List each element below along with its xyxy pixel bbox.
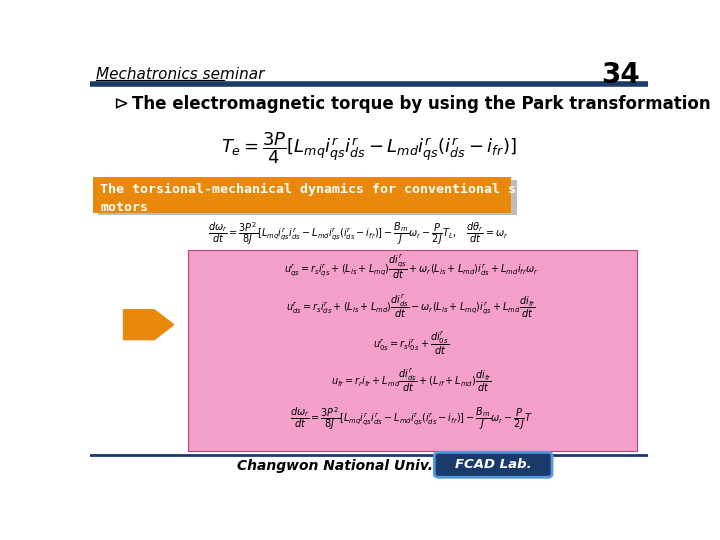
Text: 34: 34 (601, 61, 639, 89)
Text: Mechatronics seminar: Mechatronics seminar (96, 68, 264, 82)
Text: $T_e = \dfrac{3P}{4}[L_{mq}i_{qs}^r i_{ds}^r - L_{md}i_{qs}^r(i_{ds}^r - i_{fr}): $T_e = \dfrac{3P}{4}[L_{mq}i_{qs}^r i_{d… (221, 130, 517, 166)
Text: The electromagnetic torque by using the Park transformation: The electromagnetic torque by using the … (132, 95, 711, 113)
FancyBboxPatch shape (93, 178, 511, 213)
Text: $u_{0s}^r = r_s i_{0s}^r + \dfrac{di_{0s}^r}{dt}$: $u_{0s}^r = r_s i_{0s}^r + \dfrac{di_{0s… (373, 330, 449, 357)
Text: $u_{fr} = r_r i_{fr} + L_{md}\dfrac{di_{ds}^r}{dt} + (L_{lf} + L_{md})\dfrac{di_: $u_{fr} = r_r i_{fr} + L_{md}\dfrac{di_{… (330, 367, 491, 394)
Text: $\vartriangleright$: $\vartriangleright$ (109, 95, 128, 113)
Text: $\dfrac{d\omega_r}{dt} = \dfrac{3P^2}{8J}[L_{mq}i_{qs}^r i_{ds}^r - L_{md}i_{qs}: $\dfrac{d\omega_r}{dt} = \dfrac{3P^2}{8J… (289, 406, 532, 433)
Text: $u_{ds}^r = r_s i_{ds}^r + (L_{ls} + L_{md})\dfrac{di_{ds}^r}{dt} - \omega_r(L_{: $u_{ds}^r = r_s i_{ds}^r + (L_{ls} + L_{… (286, 292, 536, 320)
Text: $\dfrac{d\omega_r}{dt} = \dfrac{3P^2}{8J}[L_{mq}i_{qs}^r i_{ds}^r - L_{md}i_{qs}: $\dfrac{d\omega_r}{dt} = \dfrac{3P^2}{8J… (207, 220, 508, 247)
Text: FCAD Lab.: FCAD Lab. (454, 458, 531, 471)
FancyArrow shape (124, 310, 174, 340)
Text: The torsional-mechanical dynamics for conventional synchronous: The torsional-mechanical dynamics for co… (100, 183, 596, 196)
FancyBboxPatch shape (188, 250, 637, 451)
FancyBboxPatch shape (434, 453, 552, 477)
Text: motors: motors (100, 200, 148, 213)
Text: Changwon National Univ.: Changwon National Univ. (237, 458, 433, 472)
Text: $u_{qs}^r = r_s i_{qs}^r + (L_{ls} + L_{mq})\dfrac{di_{qs}^r}{dt} + \omega_r(L_{: $u_{qs}^r = r_s i_{qs}^r + (L_{ls} + L_{… (284, 252, 538, 281)
FancyBboxPatch shape (99, 180, 517, 215)
